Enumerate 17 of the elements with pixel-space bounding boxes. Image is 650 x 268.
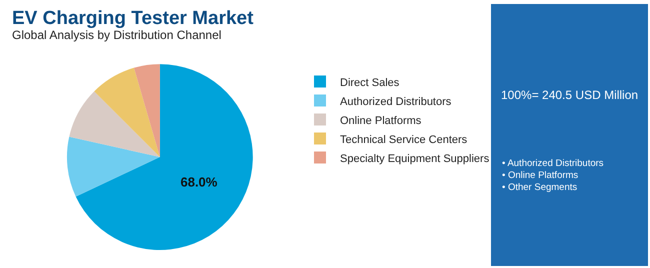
text: • Authorized Distributors — [502, 158, 604, 169]
pie-slice — [76, 64, 253, 250]
text: 100%= 240.5 USD Million — [501, 88, 638, 102]
legend-label: Direct Sales — [340, 76, 400, 89]
legend-label: Technical Service Centers — [340, 134, 468, 146]
chart-subtitle: Global Analysis by Distribution Channel — [12, 28, 222, 42]
data-label: 68.0% — [180, 174, 218, 190]
legend-label: Specialty Equipment Suppliers — [340, 152, 490, 165]
legend-label: Authorized Distributors — [340, 96, 452, 108]
legend-label: Online Platforms — [340, 114, 422, 127]
pie-slice — [66, 136, 160, 197]
chart-title: EV Charging Tester Market — [12, 8, 254, 29]
pie-slice — [94, 68, 160, 158]
pie-slice — [134, 64, 160, 158]
pie-slice — [69, 91, 160, 158]
text: • Online Platforms — [502, 170, 578, 181]
text: • Other Segments — [502, 182, 578, 193]
